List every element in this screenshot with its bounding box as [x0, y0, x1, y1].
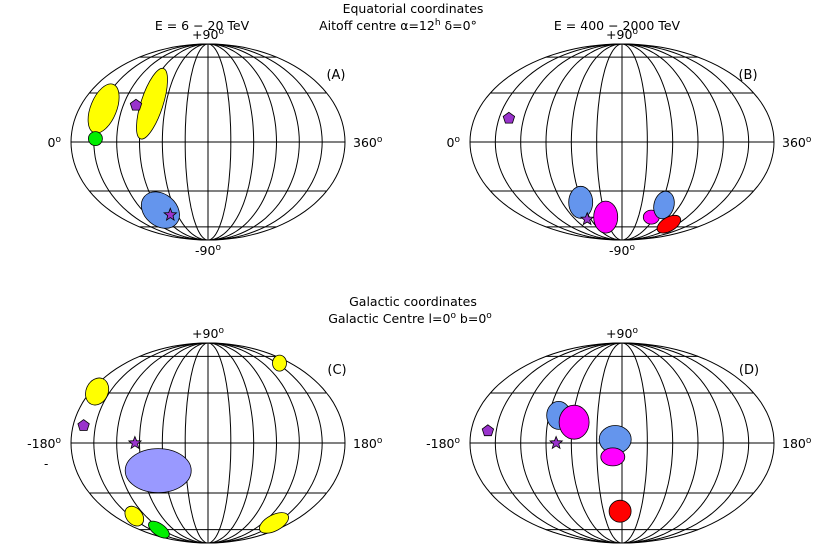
source-yellow-ellipse — [87, 83, 120, 134]
axis-label-bottom: -90o — [609, 243, 635, 258]
source-star-marker — [127, 435, 143, 450]
source-yellow-ellipse — [124, 505, 145, 527]
axis-label-right: 360o — [353, 135, 383, 150]
bottom-title-line1: Galactic coordinates — [349, 294, 477, 309]
energy-right-label: E = 400 − 2000 TeV — [554, 18, 681, 33]
axis-label-right: 360o — [782, 135, 812, 150]
axis-label-top: +90o — [192, 326, 224, 341]
source-magenta-ellipse — [600, 447, 626, 467]
stray-mark: - — [44, 457, 48, 471]
source-pentagon-marker — [129, 98, 143, 111]
map-panels: +90o-90o0o360o(A)+90o-90o0o360o(B)+90o-9… — [27, 27, 812, 544]
top-title-line2: Aitoff centre α=12h δ=0° — [319, 18, 477, 33]
source-pentagon-marker — [481, 424, 495, 437]
source-star-marker — [548, 435, 564, 450]
panel-label: (B) — [738, 68, 757, 83]
top-title-line2-suffix: δ=0° — [441, 18, 477, 33]
axis-label-top: +90o — [606, 326, 638, 341]
axis-label-bottom: -90o — [195, 243, 221, 258]
energy-left-label: E = 6 − 20 TeV — [155, 18, 250, 33]
top-title-line1: Equatorial coordinates — [343, 1, 484, 16]
bottom-title-line2-mid: b=0 — [456, 311, 486, 326]
axis-label-left: -180o — [27, 436, 61, 451]
source-blue-ellipse — [568, 185, 594, 219]
axis-label-right: 180o — [353, 436, 383, 451]
bottom-title-line2: Galactic Centre l=0o b=0o — [328, 311, 492, 326]
source-magenta-ellipse — [593, 200, 619, 234]
source-blue-ellipse — [653, 190, 675, 220]
source-magenta-ellipse — [558, 404, 590, 440]
source-star-marker — [579, 211, 595, 226]
source-red-ellipse — [608, 499, 632, 523]
source-blue-ellipse — [140, 191, 180, 229]
source-green-ellipse — [148, 520, 170, 539]
source-yellow-ellipse — [258, 512, 290, 534]
top-title-line2-sup: h — [435, 18, 441, 28]
source-pentagon-marker — [77, 419, 90, 431]
top-title-line2-prefix: Aitoff centre α=12 — [319, 18, 435, 33]
panel-label: (A) — [326, 68, 345, 83]
source-yellow-ellipse — [136, 67, 168, 140]
axis-label-top: +90o — [606, 27, 638, 42]
source-green-ellipse — [88, 131, 103, 147]
source-yellow-ellipse — [85, 377, 110, 406]
source-lavender-ellipse — [124, 448, 192, 494]
source-star-marker — [163, 207, 178, 222]
source-yellow-ellipse — [272, 354, 287, 372]
bottom-title-line2-prefix: Galactic Centre l=0 — [328, 311, 450, 326]
source-red-ellipse — [656, 214, 682, 234]
source-pentagon-marker — [502, 111, 516, 124]
axis-label-left: -180o — [426, 436, 460, 451]
axis-label-left: 0o — [48, 135, 62, 150]
panel-label: (C) — [327, 363, 346, 378]
map-panel-a: +90o -90o 0o 360o (A) — [48, 27, 383, 258]
bottom-title-line2-sup1: o — [450, 311, 456, 321]
map-panel-b: +90o -90o 0o 360o (B) — [447, 27, 812, 258]
bottom-title-line2-sup2: o — [486, 311, 492, 321]
axis-label-left: 0o — [447, 135, 461, 150]
axis-label-top: +90o — [192, 27, 224, 42]
panel-label: (D) — [739, 363, 759, 378]
axis-label-right: 180o — [782, 436, 812, 451]
